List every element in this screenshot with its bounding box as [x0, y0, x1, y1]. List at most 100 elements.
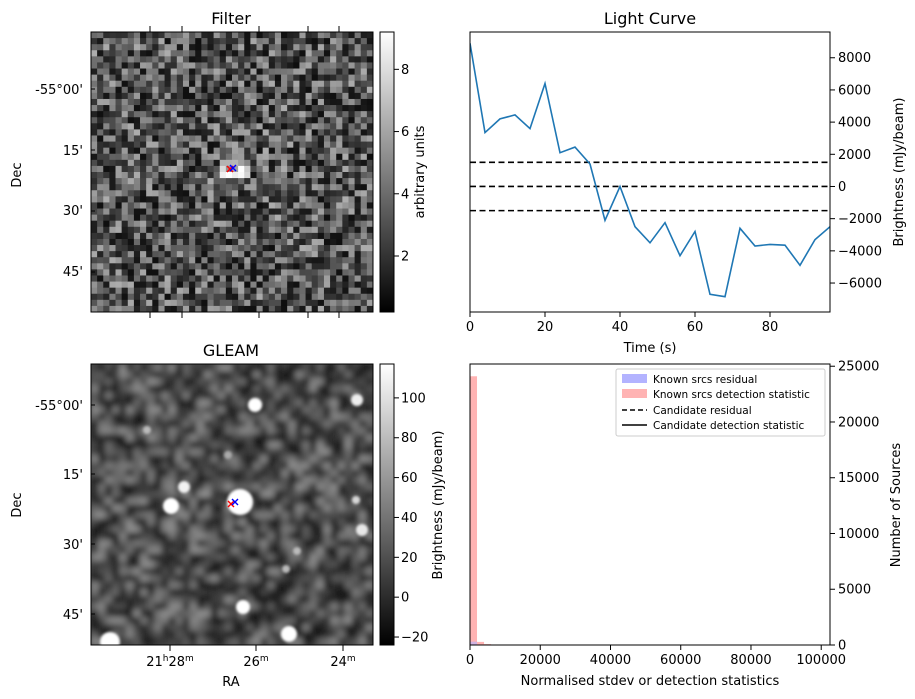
gleam-pixel	[365, 427, 373, 435]
gleam-pixel	[302, 560, 311, 569]
filter-pixel	[213, 178, 221, 185]
filter-pixel	[207, 202, 215, 209]
filter-pixel	[170, 74, 178, 82]
filter-pixel	[232, 38, 239, 45]
filter-colorbar-gradient	[379, 31, 395, 313]
filter-pixel	[133, 56, 141, 63]
gleam-pixel	[253, 602, 261, 611]
filter-pixel	[176, 117, 184, 124]
filter-pixel	[274, 135, 282, 142]
gleam-pixel	[126, 427, 134, 435]
gleam-pixel	[323, 392, 332, 400]
filter-pixel	[354, 232, 362, 240]
filter-pixel	[330, 287, 337, 295]
filter-pixel	[97, 287, 104, 295]
filter-pixel	[201, 111, 208, 118]
filter-pixel	[256, 153, 264, 161]
filter-pixel	[354, 238, 362, 246]
filter-pixel	[109, 50, 116, 57]
filter-pixel	[232, 196, 239, 203]
filter-pixel	[176, 275, 184, 282]
filter-pixel	[244, 238, 251, 246]
gleam-pixel	[302, 602, 311, 611]
filter-pixel	[330, 251, 337, 258]
filter-pixel	[109, 129, 116, 136]
filter-pixel	[232, 32, 239, 39]
filter-pixel	[274, 86, 282, 94]
filter-pixel	[170, 44, 178, 51]
gleam-pixel	[210, 413, 219, 421]
filter-pixel	[207, 208, 215, 216]
filter-pixel	[360, 117, 368, 124]
gleam-pixel	[196, 602, 205, 611]
filter-pixel	[207, 196, 215, 203]
filter-pixel	[164, 153, 172, 161]
filter-pixel	[268, 269, 276, 276]
colorbar-tick-label: 60	[401, 471, 418, 486]
filter-pixel	[97, 281, 104, 289]
gleam-pixel	[358, 602, 367, 611]
gleam-pixel	[323, 364, 332, 372]
filter-pixel	[366, 293, 374, 301]
filter-pixel	[176, 141, 184, 149]
filter-pixel	[299, 50, 306, 57]
gleam-pixel	[365, 448, 373, 456]
gleam-pixel	[302, 539, 311, 548]
gleam-pixel	[203, 504, 212, 513]
gleam-pixel	[365, 630, 373, 639]
filter-pixel	[97, 135, 104, 142]
filter-pixel	[268, 184, 276, 191]
gleam-pixel	[161, 448, 170, 456]
gleam-pixel	[309, 392, 318, 400]
filter-pixel	[250, 172, 257, 179]
gleam-pixel	[281, 378, 289, 386]
filter-pixel	[348, 245, 356, 252]
filter-pixel	[213, 105, 221, 112]
filter-pixel	[158, 293, 165, 301]
gleam-pixel	[119, 630, 127, 639]
gleam-pixel	[239, 406, 247, 414]
filter-pixel	[268, 38, 276, 45]
filter-pixel	[305, 208, 313, 216]
filter-pixel	[299, 287, 306, 295]
gleam-pixel	[168, 413, 177, 421]
gleam-pixel	[175, 574, 184, 583]
filter-pixel	[146, 62, 153, 69]
gleam-pixel	[210, 378, 219, 386]
filter-pixel	[244, 251, 251, 258]
filter-pixel	[262, 117, 270, 124]
gleam-pixel	[288, 364, 296, 372]
filter-pixel	[323, 251, 331, 258]
filter-pixel	[299, 232, 306, 240]
filter-pixel	[201, 129, 208, 136]
gleam-pixel	[161, 609, 170, 618]
filter-pixel	[299, 80, 306, 88]
gleam-pixel	[210, 637, 219, 645]
filter-pixel	[140, 202, 147, 209]
gleam-pixel	[239, 511, 247, 520]
filter-pixel	[250, 232, 257, 240]
filter-pixel	[127, 245, 135, 252]
filter-pixel	[354, 299, 362, 307]
filter-pixel	[274, 111, 282, 118]
gleam-pixel	[112, 602, 120, 611]
filter-pixel	[97, 238, 104, 246]
filter-pixel	[170, 293, 178, 301]
filter-pixel	[354, 44, 362, 51]
gleam-pixel	[105, 518, 113, 527]
gleam-pixel	[154, 490, 162, 498]
gleam-pixel	[126, 371, 134, 379]
filter-pixel	[170, 105, 178, 112]
gleam-pixel	[112, 560, 120, 569]
filter-pixel	[127, 80, 135, 88]
gleam-pixel	[112, 518, 120, 527]
filter-pixel	[127, 202, 135, 209]
gleam-pixel	[253, 595, 261, 604]
filter-pixel	[176, 32, 184, 39]
filter-pixel	[170, 68, 178, 76]
filter-pixel	[133, 287, 141, 295]
filter-pixel	[342, 190, 349, 197]
gleam-pixel	[119, 448, 127, 456]
gleam-pixel	[351, 539, 360, 548]
